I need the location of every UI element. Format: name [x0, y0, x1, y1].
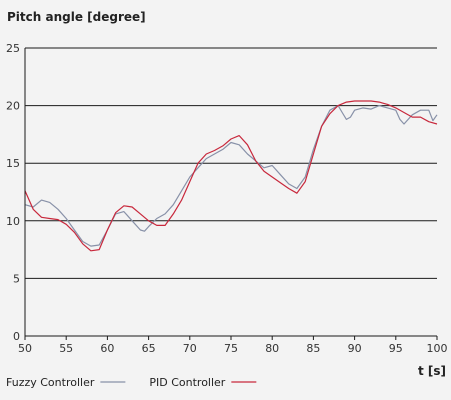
y-tick-label: 10: [6, 215, 20, 228]
legend-label: Fuzzy Controller: [6, 376, 95, 389]
y-axis-title: Pitch angle [degree]: [7, 10, 146, 24]
y-tick-label: 5: [13, 272, 20, 285]
x-tick-label: 95: [389, 342, 403, 355]
x-tick-label: 100: [427, 342, 448, 355]
y-tick-label: 0: [13, 330, 20, 343]
x-tick-label: 70: [183, 342, 197, 355]
x-tick-label: 65: [142, 342, 156, 355]
x-tick-label: 60: [100, 342, 114, 355]
legend: Fuzzy Controller PID Controller: [6, 376, 257, 389]
series-line-pid: [24, 100, 438, 252]
grid-layer: [25, 47, 437, 337]
y-tick-label: 15: [6, 157, 20, 170]
y-tick-label: 25: [6, 42, 20, 55]
series-layer: [24, 100, 438, 252]
x-axis-title: t [s]: [418, 364, 446, 378]
y-tick-label: 20: [6, 100, 20, 113]
x-tick-label: 50: [18, 342, 32, 355]
series-line-fuzzy: [24, 104, 438, 247]
x-tick-label: 75: [224, 342, 238, 355]
x-tick-label: 90: [348, 342, 362, 355]
legend-label: PID Controller: [149, 376, 225, 389]
x-tick-label: 55: [59, 342, 73, 355]
x-tick-label: 80: [265, 342, 279, 355]
x-tick-label: 85: [306, 342, 320, 355]
axis-layer: 0 5 10 15 20 25 50 55 60 65 70 75 80 85 90 95 100: [6, 42, 448, 355]
